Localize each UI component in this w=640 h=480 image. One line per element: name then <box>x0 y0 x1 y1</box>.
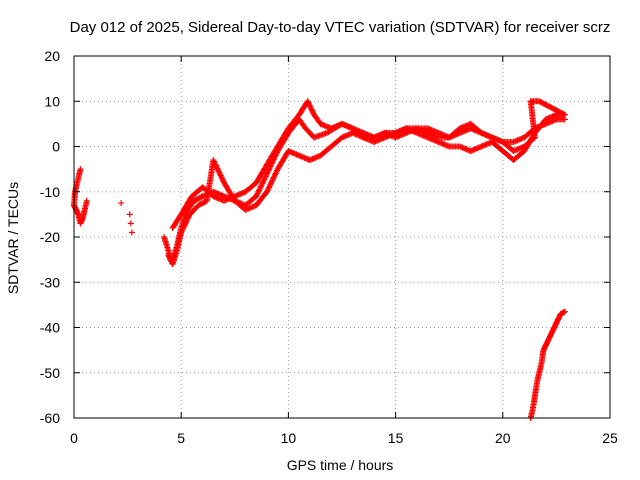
data-point-track-c <box>305 100 312 107</box>
y-tick-label: -60 <box>40 410 60 426</box>
data-point-track-c <box>359 133 366 140</box>
y-tick-label: -50 <box>40 365 60 381</box>
data-point-track-b <box>184 215 191 222</box>
data-point-track-c <box>307 103 314 110</box>
data-point-track-b <box>184 216 191 223</box>
y-tick-label: -40 <box>40 320 60 336</box>
y-tick-label: -30 <box>40 274 60 290</box>
x-tick-label: 5 <box>177 430 185 446</box>
data-point-isolated <box>118 200 125 207</box>
data-point-track-c <box>309 107 316 114</box>
data-point-track-c <box>304 98 311 105</box>
data-point-track-b <box>178 229 185 236</box>
x-tick-label: 25 <box>602 430 618 446</box>
data-point-track-b <box>183 218 190 225</box>
y-tick-label: 20 <box>44 48 60 64</box>
y-axis-label: SDTVAR / TECUs <box>5 182 21 294</box>
data-point-track-b <box>181 222 188 229</box>
y-tick-label: -20 <box>40 229 60 245</box>
x-tick-labels: 0 5 10 15 20 25 <box>70 430 618 446</box>
data-point-isolated <box>128 229 135 236</box>
y-tick-label: -10 <box>40 184 60 200</box>
data-point-track-c <box>305 99 312 106</box>
data-point-late-drop <box>561 308 568 315</box>
x-tick-label: 10 <box>281 430 297 446</box>
data-point-track-b <box>178 228 185 235</box>
data-point-track-b <box>179 226 186 233</box>
data-point-track-b <box>182 219 189 226</box>
x-axis-label: GPS time / hours <box>287 457 394 473</box>
data-point-track-b <box>180 225 187 232</box>
data-point-track-b <box>180 223 187 230</box>
data-point-track-c <box>561 111 568 118</box>
data-point-track-c <box>308 106 315 113</box>
data-point-early-b <box>83 197 90 204</box>
data-point-track-c <box>309 109 316 116</box>
chart-title: Day 012 of 2025, Sidereal Day-to-day VTE… <box>70 19 611 36</box>
data-point-track-c <box>560 111 567 118</box>
grid-lines <box>74 56 610 418</box>
y-tick-label: 10 <box>44 93 60 109</box>
data-point-early-a <box>77 166 84 173</box>
x-tick-label: 15 <box>388 430 404 446</box>
data-points <box>71 98 568 421</box>
x-tick-label: 20 <box>495 430 511 446</box>
y-tick-label: 0 <box>52 139 60 155</box>
x-tick-label: 0 <box>70 430 78 446</box>
axis-ticks <box>73 55 611 419</box>
data-point-isolated <box>126 211 133 218</box>
data-point-track-b <box>185 214 192 221</box>
data-point-track-c <box>307 105 314 112</box>
data-point-track-c <box>306 102 313 109</box>
data-point-isolated <box>127 220 134 227</box>
data-point-track-b <box>182 221 189 228</box>
y-tick-labels: -60 -50 -40 -30 -20 -10 0 10 20 <box>40 48 60 426</box>
